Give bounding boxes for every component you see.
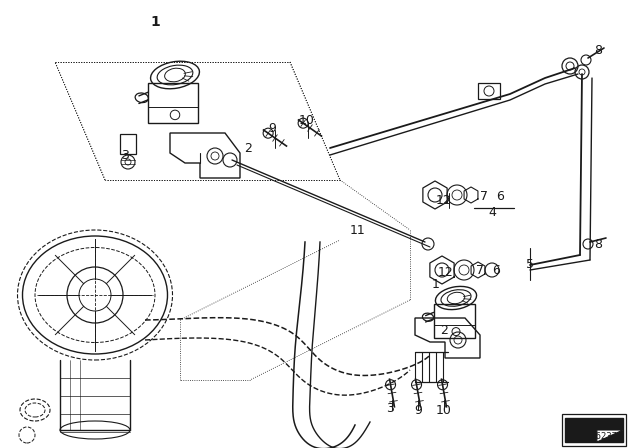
Text: 4: 4: [488, 206, 496, 219]
Bar: [478, 83, 500, 99]
Text: 3: 3: [386, 401, 394, 414]
Text: 8: 8: [594, 43, 602, 56]
Text: 8: 8: [594, 237, 602, 250]
Text: 7: 7: [480, 190, 488, 202]
Text: 10: 10: [299, 113, 315, 126]
Text: 10: 10: [436, 404, 452, 417]
Text: 2: 2: [440, 323, 448, 336]
Text: 11: 11: [350, 224, 366, 237]
Bar: [562, 414, 626, 446]
Polygon shape: [565, 418, 623, 442]
Text: 9: 9: [268, 121, 276, 134]
Text: 6: 6: [492, 263, 500, 276]
Text: 7: 7: [476, 263, 484, 276]
Polygon shape: [597, 430, 623, 442]
Text: 2: 2: [244, 142, 252, 155]
Text: 00126237: 00126237: [575, 431, 618, 440]
Text: 12: 12: [436, 194, 452, 207]
Text: 1: 1: [432, 279, 440, 292]
Text: 12: 12: [438, 267, 454, 280]
Text: 3: 3: [121, 148, 129, 161]
Text: 6: 6: [496, 190, 504, 202]
Text: 9: 9: [414, 404, 422, 417]
Text: 5: 5: [526, 258, 534, 271]
Text: 1: 1: [150, 15, 160, 29]
